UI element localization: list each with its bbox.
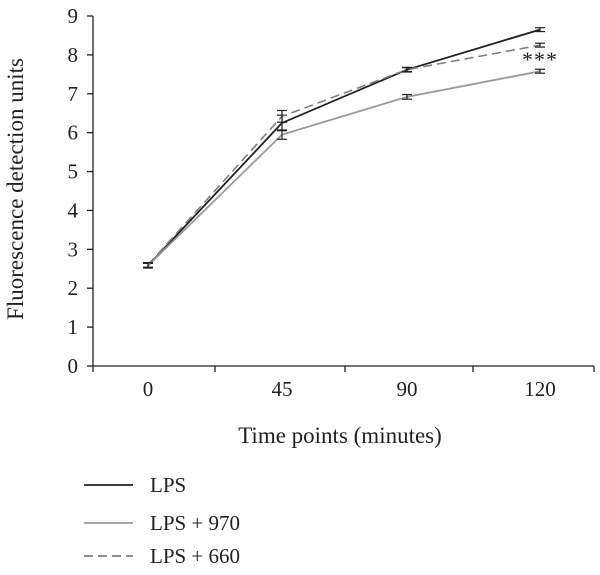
series-group [143,27,545,269]
series-line [147,28,541,267]
x-tick-label: 90 [397,377,418,401]
legend-label: LPS [150,473,186,497]
y-tick-label: 4 [68,198,79,222]
x-tick-label: 45 [272,377,293,401]
y-tick-label: 2 [68,276,79,300]
y-tick-label: 3 [68,237,79,261]
series-2 [143,42,545,268]
series-0 [143,27,545,269]
x-tick-label: 0 [143,377,154,401]
legend: LPS LPS + 970 LPS + 660 [84,473,240,568]
series-line [147,44,541,266]
y-tick-label: 7 [68,82,79,106]
series-line [147,70,541,267]
y-tick-label: 9 [68,4,79,28]
y-tick-label: 8 [68,43,79,67]
x-axis-title: Time points (minutes) [238,423,442,448]
y-axis-title: Fluorescence detection units [3,58,28,320]
y-tick-label: 5 [68,160,79,184]
y-tick-label: 0 [68,354,79,378]
x-tick-label: 120 [524,377,556,401]
y-tick-label: 1 [68,315,79,339]
significance-annotation: *** [522,47,558,72]
series-1 [143,68,545,269]
y-tick-label: 6 [68,121,79,145]
legend-label: LPS + 660 [150,544,240,568]
legend-label: LPS + 970 [150,511,240,535]
